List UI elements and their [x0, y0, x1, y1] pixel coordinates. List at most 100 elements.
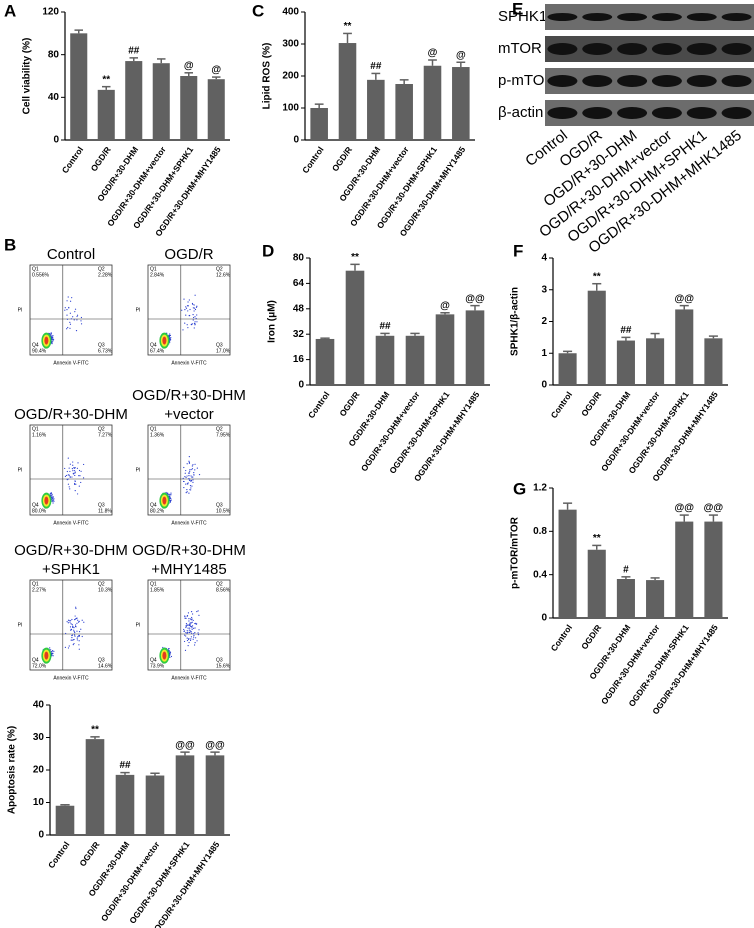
dot: [83, 621, 85, 623]
quadrant-name: Q1: [150, 426, 157, 432]
dot: [191, 628, 193, 630]
dot: [73, 470, 76, 472]
dot: [53, 498, 55, 500]
dot: [67, 483, 70, 485]
quadrant-name: Q4: [150, 342, 157, 348]
plot-title: OGD/R: [164, 246, 213, 263]
x-axis-label: Annexin V-FITC: [53, 520, 89, 526]
error-bar: [180, 751, 190, 756]
y-tick-label: 1.2: [533, 483, 547, 494]
dot: [66, 470, 68, 473]
dot: [183, 640, 186, 643]
panel-label: E: [512, 0, 523, 18]
dot: [72, 626, 74, 628]
y-tick-label: 4: [541, 253, 547, 264]
dot: [76, 493, 79, 495]
dot: [71, 634, 73, 637]
x-tick-label: OGD/R+30-DHM+SPHK1: [387, 389, 451, 475]
significance: **: [91, 724, 99, 735]
y-axis-label: Apoptosis rate (%): [7, 726, 18, 814]
dot: [186, 639, 189, 642]
y-tick-label: 80: [293, 253, 305, 264]
dot: [77, 462, 79, 464]
x-axis-label: Annexin V-FITC: [53, 360, 89, 366]
dot: [188, 624, 190, 627]
dot: [78, 485, 80, 487]
dot: [66, 328, 68, 330]
bar: [97, 89, 115, 140]
x-tick-label: OGD/R: [330, 145, 354, 174]
dot: [75, 483, 77, 485]
y-tick-label: 10: [33, 797, 45, 808]
quadrant-value: 67.4%: [150, 348, 165, 354]
dot: [52, 337, 54, 339]
dot: [64, 646, 67, 648]
row-label: β-actin: [498, 104, 543, 121]
y-tick-label: 0.4: [533, 569, 547, 580]
x-tick-label: OGD/R: [579, 390, 603, 419]
quadrant-name: Q4: [32, 502, 39, 508]
dot: [193, 474, 195, 476]
dot: [188, 629, 190, 631]
dot: [189, 639, 192, 641]
band: [582, 13, 613, 21]
dot: [185, 306, 187, 308]
dot: [64, 309, 66, 311]
dot: [71, 623, 73, 626]
dot: [71, 618, 73, 621]
error-bar: [129, 57, 139, 62]
y-tick-label: 0: [541, 613, 547, 624]
band: [617, 75, 648, 87]
dot: [74, 483, 76, 486]
dot: [76, 314, 79, 316]
dot: [74, 467, 76, 469]
quadrant-name: Q2: [98, 266, 105, 272]
dot: [188, 478, 190, 480]
dot: [185, 469, 187, 472]
bar: [125, 61, 143, 140]
dot: [192, 316, 195, 319]
error-bar: [440, 312, 450, 315]
dot: [73, 627, 75, 629]
dot: [191, 613, 194, 615]
bar: [315, 338, 335, 385]
dot: [185, 492, 187, 494]
dot: [185, 314, 187, 316]
dot: [76, 637, 78, 639]
dot: [74, 311, 76, 313]
dot: [196, 623, 198, 625]
x-axis-label: Annexin V-FITC: [53, 675, 89, 681]
dot: [188, 475, 190, 477]
y-axis-label: PI: [18, 307, 23, 313]
dot: [51, 653, 53, 655]
dot: [188, 617, 190, 620]
y-tick-label: 32: [293, 329, 305, 340]
dot: [80, 628, 82, 630]
dot: [193, 634, 195, 637]
x-tick-label: Control: [46, 840, 72, 870]
dot: [183, 628, 185, 631]
y-tick-label: 0: [541, 380, 547, 391]
bar: [704, 521, 723, 618]
y-tick-label: 0: [38, 830, 44, 841]
dot: [198, 473, 201, 476]
bar: [205, 755, 225, 835]
dot: [190, 475, 192, 477]
dot: [189, 489, 191, 491]
dot: [185, 625, 187, 627]
error-bar: [210, 751, 220, 756]
significance: @@: [175, 740, 195, 751]
bar: [646, 580, 665, 618]
quadrant-value: 12.6%: [216, 272, 231, 278]
bar: [465, 310, 485, 385]
bar: [395, 84, 413, 140]
dot: [188, 631, 190, 633]
significance: @@: [704, 503, 724, 514]
dot: [69, 312, 71, 314]
y-tick-label: 100: [282, 103, 299, 114]
band: [617, 43, 648, 55]
dot: [182, 329, 184, 331]
error-bar: [350, 263, 360, 271]
plot-title: OGD/R+30-DHM: [14, 406, 128, 423]
dot: [194, 642, 196, 644]
